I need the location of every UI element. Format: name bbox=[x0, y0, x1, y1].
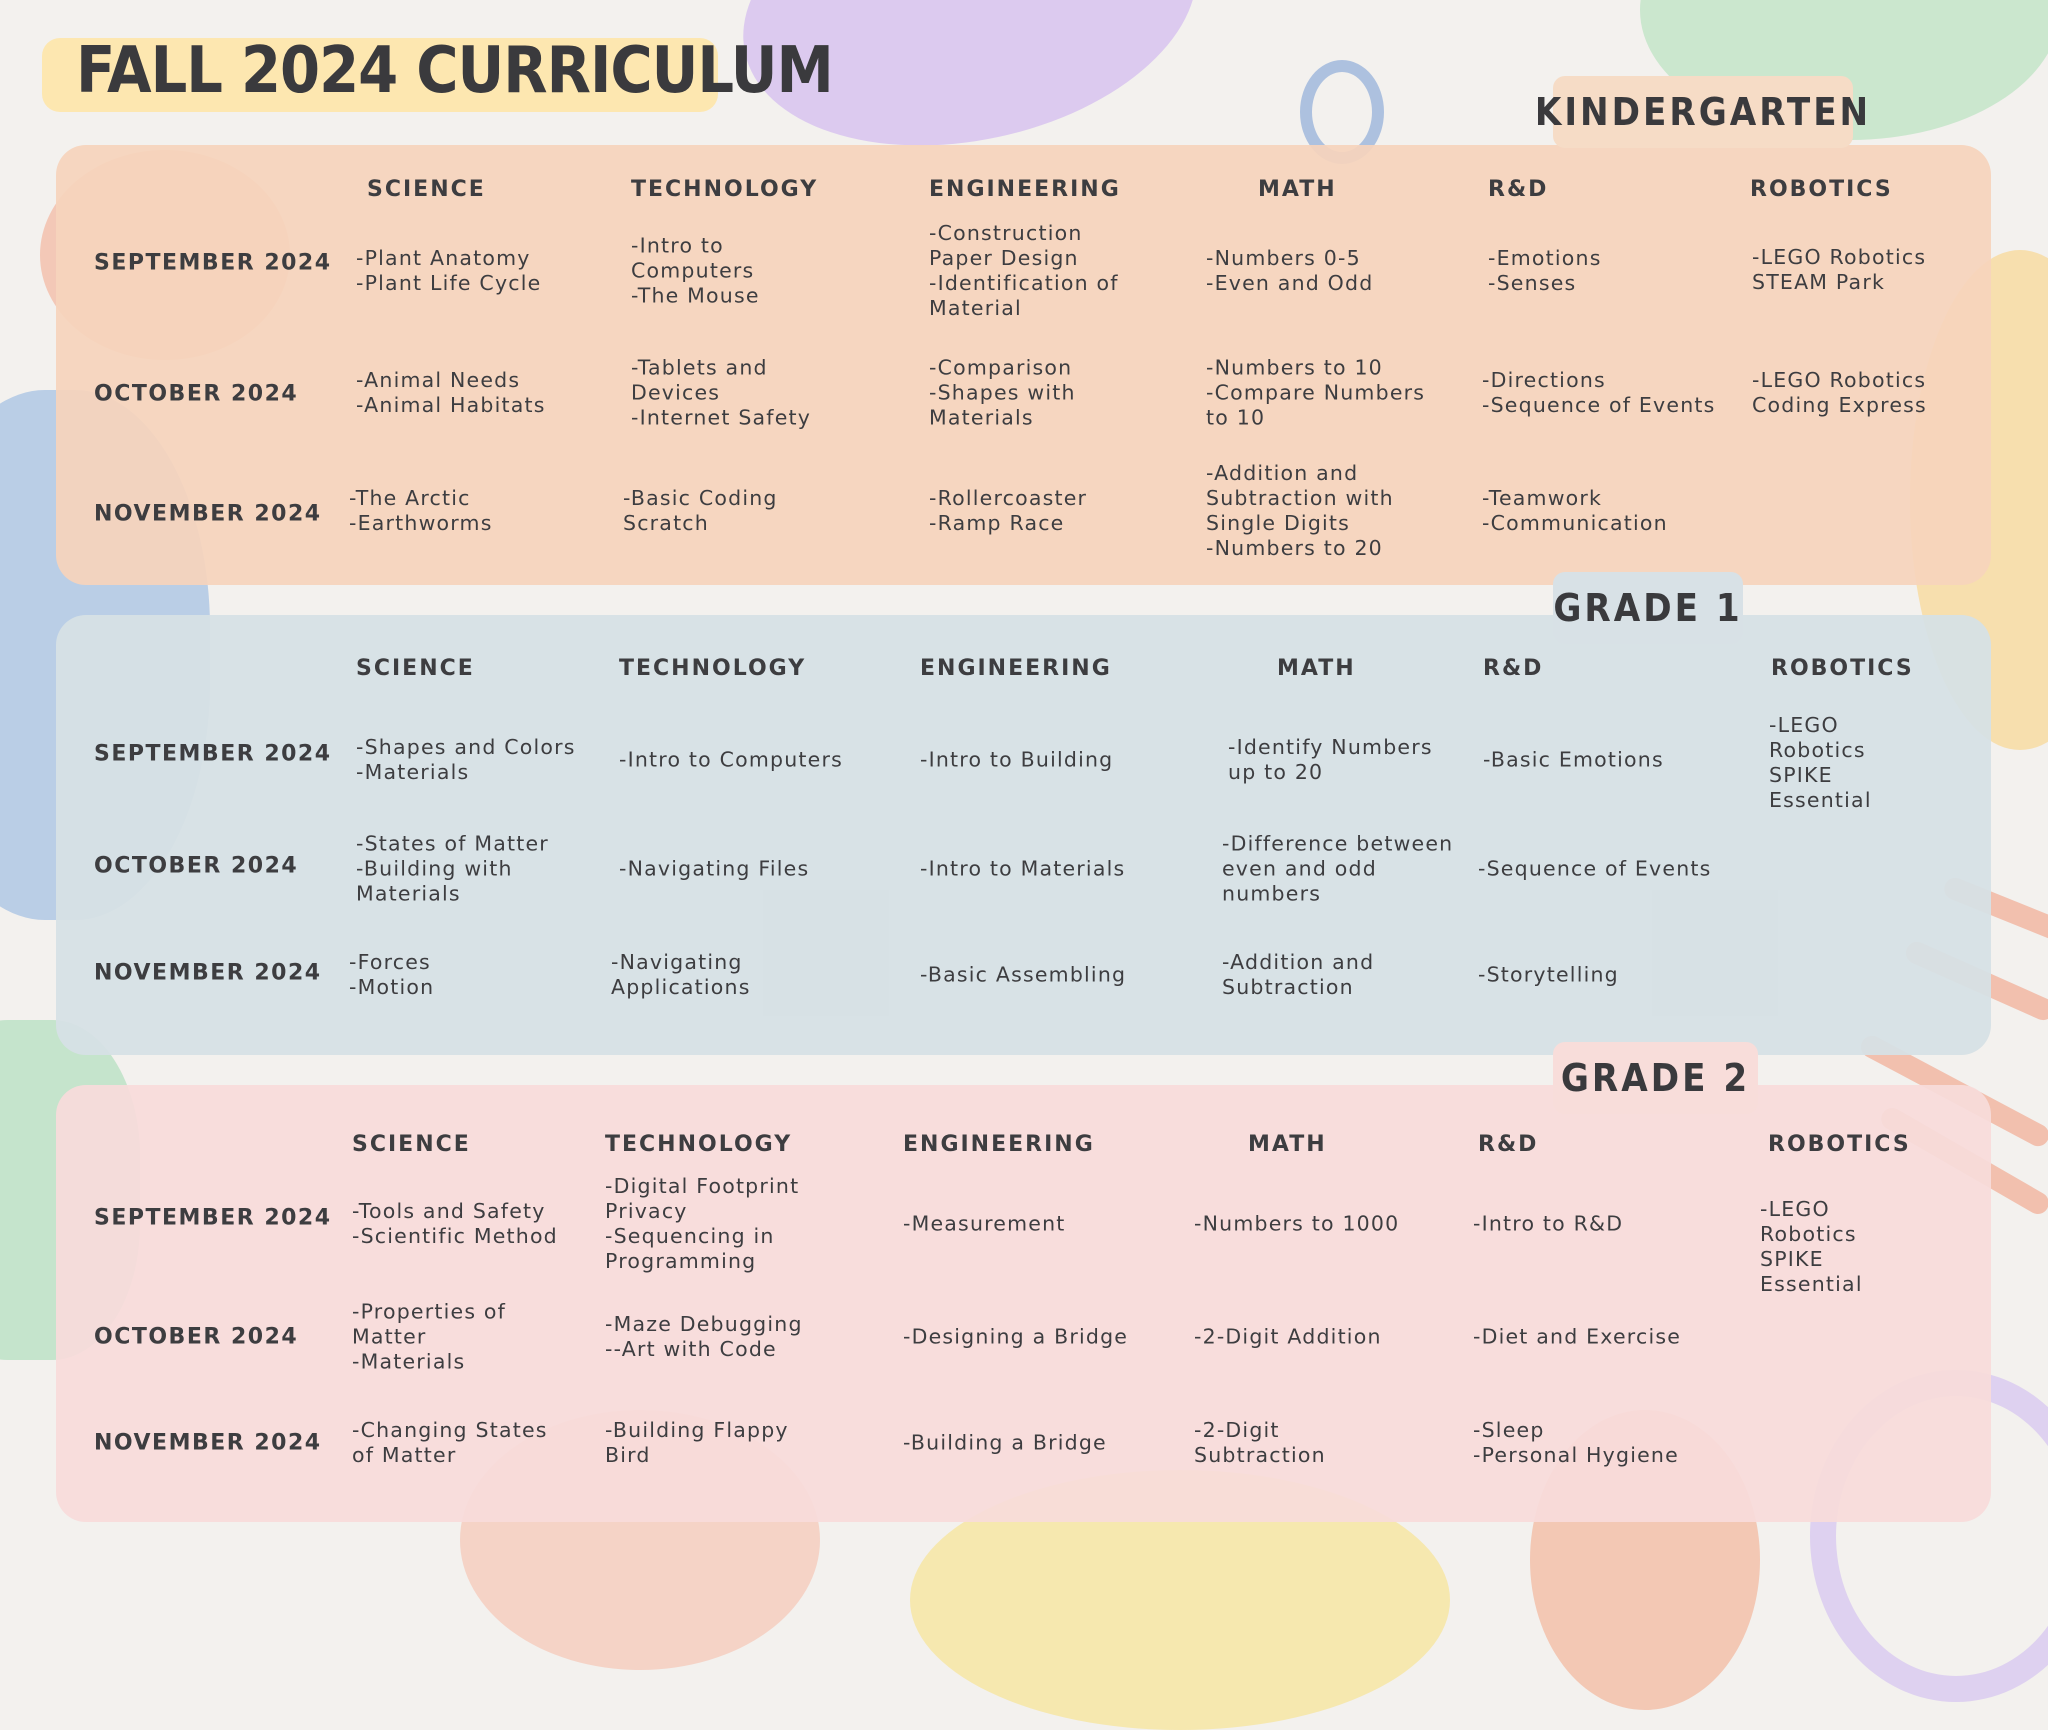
table-cell: -Tools and Safety -Scientific Method bbox=[352, 1199, 558, 1248]
section-label-grade-1: GRADE 1 bbox=[1553, 572, 1743, 644]
table-cell: -Sequence of Events bbox=[1478, 856, 1712, 881]
table-cell: -The Arctic -Earthworms bbox=[349, 486, 493, 535]
table-cell: -Basic Coding Scratch bbox=[623, 486, 778, 535]
column-header-robotics: ROBOTICS bbox=[1771, 656, 1914, 681]
column-header-science: SCIENCE bbox=[356, 656, 475, 681]
table-cell: -LEGO Robotics SPIKE Essential bbox=[1769, 713, 1872, 812]
grade-2-panel bbox=[56, 1085, 1991, 1522]
row-header-november: NOVEMBER 2024 bbox=[94, 501, 322, 527]
table-cell: -Addition and Subtraction bbox=[1222, 950, 1375, 999]
row-header-november: NOVEMBER 2024 bbox=[94, 1430, 322, 1456]
table-cell: -Plant Anatomy -Plant Life Cycle bbox=[356, 246, 542, 295]
column-header-math: MATH bbox=[1248, 1132, 1327, 1157]
column-header-engineering: ENGINEERING bbox=[920, 656, 1112, 681]
table-cell: -Intro to Building bbox=[920, 747, 1114, 772]
row-header-october: OCTOBER 2024 bbox=[94, 1324, 299, 1350]
table-cell: -Construction Paper Design -Identificati… bbox=[929, 221, 1119, 320]
column-header-engineering: ENGINEERING bbox=[903, 1132, 1095, 1157]
table-cell: -Intro to Computers -The Mouse bbox=[631, 233, 760, 308]
row-header-october: OCTOBER 2024 bbox=[94, 381, 299, 407]
table-cell: -Emotions -Senses bbox=[1488, 246, 1602, 295]
table-cell: -Maze Debugging --Art with Code bbox=[605, 1312, 803, 1361]
grade-1-panel bbox=[56, 615, 1991, 1055]
row-header-september: SEPTEMBER 2024 bbox=[94, 250, 332, 276]
table-cell: -Rollercoaster -Ramp Race bbox=[929, 486, 1088, 535]
column-header-science: SCIENCE bbox=[352, 1132, 471, 1157]
table-cell: -Difference between even and odd numbers bbox=[1222, 831, 1454, 906]
table-cell: -Numbers to 10 -Compare Numbers to 10 bbox=[1206, 355, 1426, 430]
table-cell: -Measurement bbox=[903, 1211, 1066, 1236]
table-cell: -Storytelling bbox=[1478, 962, 1619, 987]
column-header-science: SCIENCE bbox=[367, 177, 486, 202]
section-label-grade-2: GRADE 2 bbox=[1553, 1042, 1758, 1114]
table-cell: -Addition and Subtraction with Single Di… bbox=[1206, 461, 1394, 560]
table-cell: -Tablets and Devices -Internet Safety bbox=[631, 355, 812, 430]
table-cell: -Building Flappy Bird bbox=[605, 1418, 789, 1467]
column-header-rd: R&D bbox=[1488, 177, 1549, 202]
column-header-robotics: ROBOTICS bbox=[1750, 177, 1893, 202]
page-title: FALL 2024 CURRICULUM bbox=[76, 34, 834, 108]
row-header-september: SEPTEMBER 2024 bbox=[94, 1205, 332, 1231]
table-cell: -Shapes and Colors -Materials bbox=[356, 735, 576, 784]
table-cell: -Animal Needs -Animal Habitats bbox=[356, 368, 546, 417]
table-cell: -LEGO Robotics Coding Express bbox=[1752, 368, 1927, 417]
table-cell: -Changing States of Matter bbox=[352, 1418, 548, 1467]
table-cell: -Properties of Matter -Materials bbox=[352, 1299, 507, 1374]
column-header-rd: R&D bbox=[1478, 1132, 1539, 1157]
table-cell: -Digital Footprint Privacy -Sequencing i… bbox=[605, 1174, 800, 1273]
table-cell: -Navigating Applications bbox=[611, 950, 751, 999]
table-cell: -Diet and Exercise bbox=[1473, 1324, 1682, 1349]
table-cell: -Forces -Motion bbox=[349, 950, 435, 999]
column-header-math: MATH bbox=[1258, 177, 1337, 202]
table-cell: -Basic Emotions bbox=[1483, 747, 1664, 772]
column-header-technology: TECHNOLOGY bbox=[605, 1132, 793, 1157]
table-cell: -Intro to Materials bbox=[920, 856, 1126, 881]
title-highlight bbox=[42, 38, 718, 112]
column-header-robotics: ROBOTICS bbox=[1768, 1132, 1911, 1157]
table-cell: -Comparison -Shapes with Materials bbox=[929, 355, 1076, 430]
row-header-october: OCTOBER 2024 bbox=[94, 853, 299, 879]
column-header-engineering: ENGINEERING bbox=[929, 177, 1121, 202]
table-cell: -Basic Assembling bbox=[920, 962, 1127, 987]
table-cell: -LEGO Robotics STEAM Park bbox=[1752, 245, 1927, 294]
table-cell: -Numbers 0-5 -Even and Odd bbox=[1206, 246, 1374, 295]
column-header-rd: R&D bbox=[1483, 656, 1544, 681]
column-header-technology: TECHNOLOGY bbox=[619, 656, 807, 681]
table-cell: -Teamwork -Communication bbox=[1482, 486, 1668, 535]
table-cell: -Numbers to 1000 bbox=[1194, 1211, 1400, 1236]
table-cell: -Directions -Sequence of Events bbox=[1482, 368, 1716, 417]
row-header-november: NOVEMBER 2024 bbox=[94, 960, 322, 986]
table-cell: -Intro to R&D bbox=[1473, 1211, 1624, 1236]
table-cell: -Designing a Bridge bbox=[903, 1324, 1129, 1349]
kindergarten-panel bbox=[56, 145, 1991, 585]
table-cell: -Identify Numbers up to 20 bbox=[1228, 735, 1433, 784]
section-label-kindergarten: KINDERGARTEN bbox=[1535, 76, 1868, 148]
table-cell: -2-Digit Addition bbox=[1194, 1324, 1382, 1349]
table-cell: -2-Digit Subtraction bbox=[1194, 1418, 1326, 1467]
table-cell: -Navigating Files bbox=[619, 856, 810, 881]
table-cell: -States of Matter -Building with Materia… bbox=[356, 831, 549, 906]
table-cell: -LEGO Robotics SPIKE Essential bbox=[1760, 1197, 1863, 1296]
table-cell: -Sleep -Personal Hygiene bbox=[1473, 1418, 1679, 1467]
table-cell: -Building a Bridge bbox=[903, 1430, 1107, 1455]
table-cell: -Intro to Computers bbox=[619, 747, 843, 772]
column-header-technology: TECHNOLOGY bbox=[631, 177, 819, 202]
column-header-math: MATH bbox=[1277, 656, 1356, 681]
row-header-september: SEPTEMBER 2024 bbox=[94, 741, 332, 767]
